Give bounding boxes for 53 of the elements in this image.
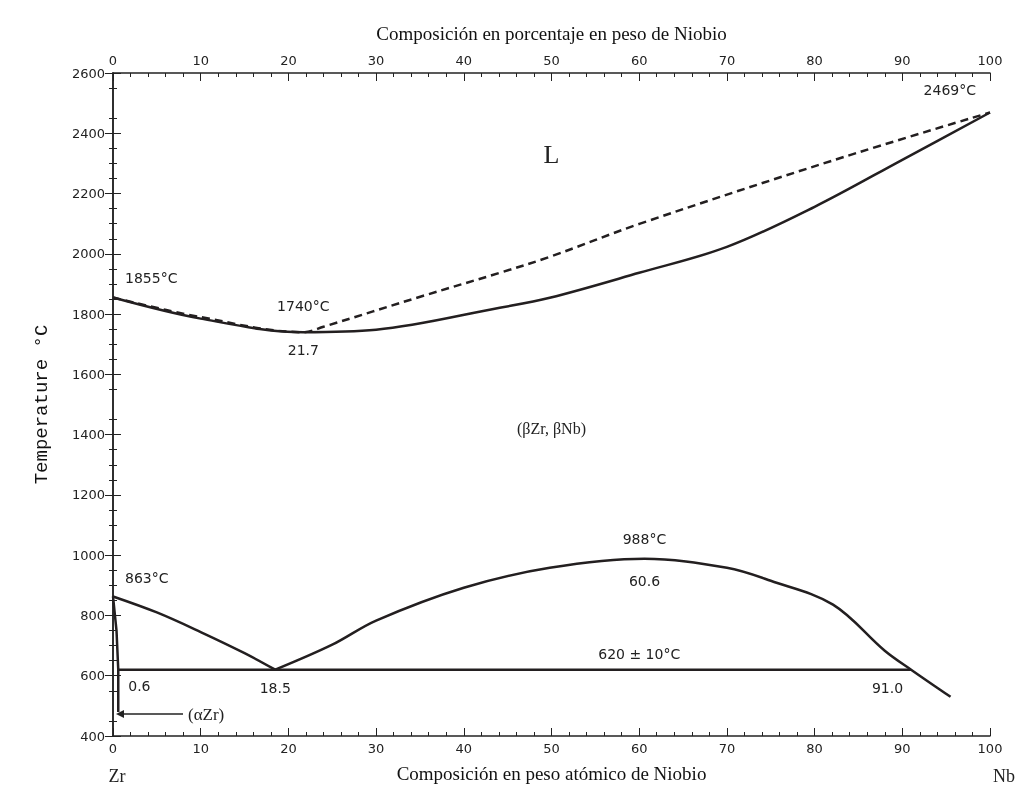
x-tick-label: 60: [630, 741, 648, 756]
annotation: (βZr, βNb): [517, 420, 586, 439]
x2-tick-label: 90: [894, 53, 911, 68]
x-tick-label: 40: [455, 741, 473, 756]
annotation: 620 ± 10°C: [598, 645, 681, 662]
y-tick-label: 1800: [71, 306, 105, 322]
y-tick-label: 800: [80, 607, 105, 623]
y-axis-title: Temperature °C: [30, 324, 53, 485]
x2-axis-title: Composición en porcentaje en peso de Niobio: [376, 23, 727, 44]
y-tick-label: 1200: [71, 487, 105, 503]
text: Zr: [108, 766, 126, 786]
y-tick-label: 2600: [71, 65, 105, 81]
x-tick-label: 80: [806, 741, 823, 756]
y-tick-label: 600: [80, 668, 105, 684]
annotation: 0.6: [128, 677, 151, 694]
y-tick-label: 1600: [71, 366, 105, 382]
x2-tick-label: 80: [806, 53, 823, 68]
annotation: 60.6: [628, 572, 661, 589]
annotation: L: [543, 139, 560, 169]
x2-tick-label: 60: [630, 53, 648, 68]
y-tick-label: 2200: [71, 186, 105, 202]
y-tick-label: 1000: [71, 547, 105, 563]
y-tick-label: 1400: [71, 427, 105, 443]
x2-tick-label: 100: [977, 53, 1003, 68]
annotation: 21.7: [287, 342, 319, 359]
y-tick-label: 2000: [71, 246, 105, 262]
x-tick-label: 20: [280, 741, 297, 756]
x-tick-label: 100: [977, 741, 1003, 756]
annotation: 1855°C: [125, 269, 178, 286]
x2-tick-label: 70: [718, 53, 736, 68]
y-tick-label: 2400: [71, 125, 105, 141]
x-tick-label: 50: [543, 741, 560, 756]
x2-tick-label: 10: [192, 53, 209, 68]
x-axis-title: Composición en peso atómico de Niobio: [396, 763, 707, 784]
annotation: 988°C: [622, 530, 667, 547]
x2-tick-label: 40: [455, 53, 473, 68]
x2-tick-label: 30: [367, 53, 385, 68]
annotation: 1740°C: [277, 298, 330, 315]
annotation: (αZr): [188, 704, 225, 724]
text: Nb: [993, 766, 1015, 786]
x-tick-label: 90: [894, 741, 911, 756]
annotation: 18.5: [259, 679, 291, 696]
annotation: 91.0: [871, 679, 904, 696]
annotation: 2469°C: [923, 82, 977, 99]
x2-tick-label: 0: [108, 53, 118, 68]
x2-tick-label: 50: [543, 53, 560, 68]
x2-tick-label: 20: [280, 53, 297, 68]
annotation: 863°C: [125, 570, 169, 587]
x-tick-label: 0: [108, 741, 118, 756]
x-tick-label: 10: [192, 741, 209, 756]
y-tick-label: 400: [80, 728, 105, 744]
x-tick-label: 30: [367, 741, 385, 756]
x-tick-label: 70: [718, 741, 736, 756]
